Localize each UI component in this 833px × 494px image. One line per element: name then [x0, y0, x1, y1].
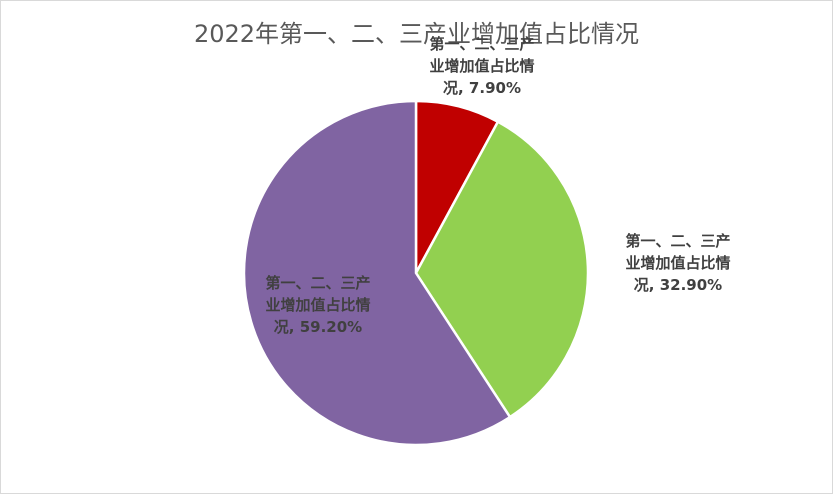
- pie-labels: 第一、二、三产业增加值占比情况, 7.90%第一、二、三产业增加值占比情况, 3…: [265, 35, 730, 336]
- label-secondary-industry: 第一、二、三产业增加值占比情况, 32.90%: [625, 232, 730, 294]
- label-tertiary-industry-line: 况, 59.20%: [274, 318, 362, 336]
- label-primary-industry: 第一、二、三产业增加值占比情况, 7.90%: [429, 35, 534, 97]
- chart-title: 2022年第一、二、三产业增加值占比情况: [193, 20, 640, 48]
- label-tertiary-industry-line: 第一、二、三产: [265, 274, 370, 292]
- label-tertiary-industry-line: 业增加值占比情: [265, 296, 370, 314]
- label-primary-industry-line: 业增加值占比情: [429, 57, 534, 75]
- pie-slices: [242, 99, 590, 447]
- label-primary-industry-line: 况, 7.90%: [443, 79, 521, 97]
- label-secondary-industry-line: 第一、二、三产: [625, 232, 730, 250]
- slice-tertiary-industry: [242, 99, 512, 447]
- label-primary-industry-line: 第一、二、三产: [429, 35, 534, 53]
- label-secondary-industry-line: 况, 32.90%: [634, 276, 722, 294]
- label-secondary-industry-line: 业增加值占比情: [625, 254, 730, 272]
- slice-secondary-industry: [414, 120, 590, 419]
- label-tertiary-industry: 第一、二、三产业增加值占比情况, 59.20%: [265, 274, 370, 336]
